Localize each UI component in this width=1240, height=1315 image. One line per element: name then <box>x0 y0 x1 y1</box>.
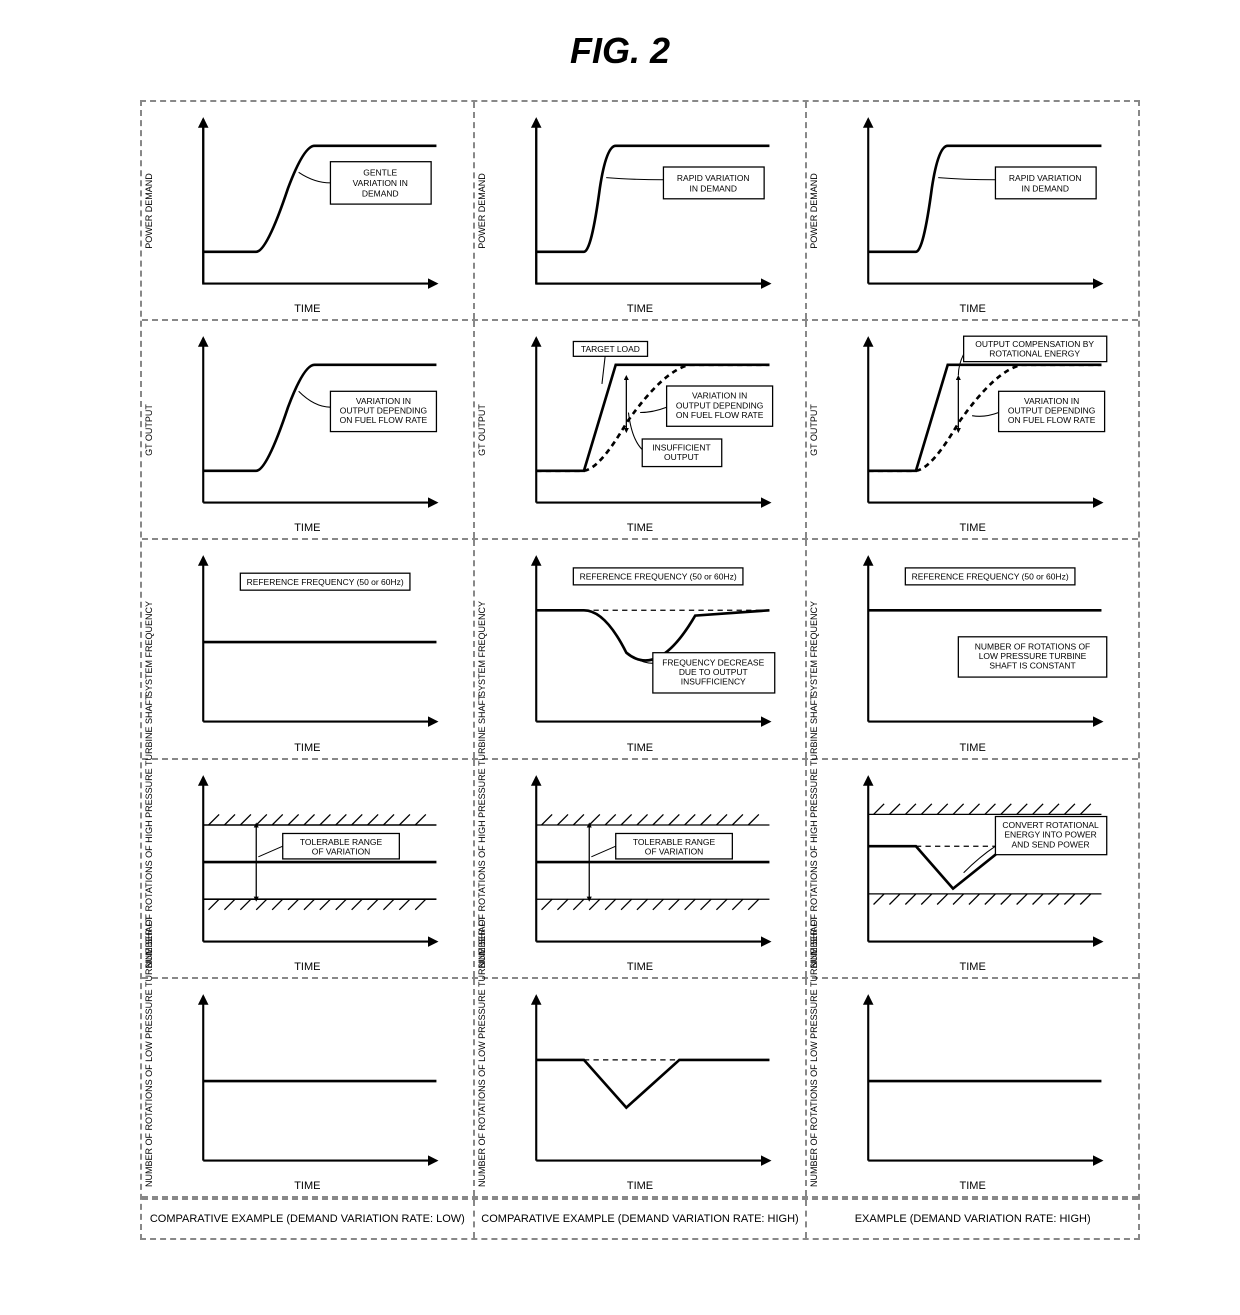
ylabel-r2: GT OUTPUT <box>144 330 154 530</box>
ylabel-r5: NUMBER OF ROTATIONS OF LOW PRESSURE TURB… <box>144 987 154 1187</box>
xlabel: TIME <box>627 1180 653 1192</box>
svg-text:REFERENCE FREQUENCY (50 or 60H: REFERENCE FREQUENCY (50 or 60Hz) <box>579 572 736 582</box>
chart-r5c3 <box>847 991 1123 1171</box>
xlabel: TIME <box>294 303 320 315</box>
caption-row: COMPARATIVE EXAMPLE (DEMAND VARIATION RA… <box>142 1198 1138 1238</box>
xlabel: TIME <box>294 1180 320 1192</box>
xlabel: TIME <box>294 522 320 534</box>
chart-r4c1: TOLERABLE RANGEOF VARIATION <box>182 772 458 952</box>
xlabel: TIME <box>960 1180 986 1192</box>
svg-text:CONVERT ROTATIONALENERGY INTO: CONVERT ROTATIONALENERGY INTO POWERAND S… <box>1003 820 1100 849</box>
cell-r3c1: SYSTEM FREQUENCY REFERENCE FREQUENCY (50… <box>142 540 475 757</box>
svg-text:OUTPUT COMPENSATION BYROTATION: OUTPUT COMPENSATION BYROTATIONAL ENERGY <box>976 339 1095 359</box>
caption-c1: COMPARATIVE EXAMPLE (DEMAND VARIATION RA… <box>142 1200 475 1238</box>
chart-r1c1: GENTLEVARIATION INDEMAND <box>182 114 458 294</box>
ylabel-r1: POWER DEMAND <box>477 111 487 311</box>
caption-c2: COMPARATIVE EXAMPLE (DEMAND VARIATION RA… <box>475 1200 808 1238</box>
ylabel-r1: POWER DEMAND <box>809 111 819 311</box>
xlabel: TIME <box>627 742 653 754</box>
svg-text:REFERENCE FREQUENCY (50 or 60H: REFERENCE FREQUENCY (50 or 60Hz) <box>912 572 1069 582</box>
ylabel-r5: NUMBER OF ROTATIONS OF LOW PRESSURE TURB… <box>477 987 487 1187</box>
chart-r5c2 <box>515 991 791 1171</box>
cell-r3c3: SYSTEM FREQUENCY REFERENCE FREQUENCY (50… <box>807 540 1138 757</box>
xlabel: TIME <box>627 303 653 315</box>
figure-title: FIG. 2 <box>570 30 670 72</box>
xlabel: TIME <box>960 303 986 315</box>
xlabel: TIME <box>627 522 653 534</box>
xlabel: TIME <box>960 961 986 973</box>
cell-r4c1: NUMBER OF ROTATIONS OF HIGH PRESSURE TUR… <box>142 760 475 977</box>
cell-r4c2: NUMBER OF ROTATIONS OF HIGH PRESSURE TUR… <box>475 760 808 977</box>
chart-r3c2: REFERENCE FREQUENCY (50 or 60Hz) FREQUEN… <box>515 552 791 732</box>
chart-r3c1: REFERENCE FREQUENCY (50 or 60Hz) <box>182 552 458 732</box>
cell-r1c3: POWER DEMAND RAPID VARIATIONIN DEMAND TI… <box>807 102 1138 319</box>
svg-text:REFERENCE FREQUENCY (50 or 60H: REFERENCE FREQUENCY (50 or 60Hz) <box>247 577 404 587</box>
cell-r1c2: POWER DEMAND RAPID VARIATIONIN DEMAND TI… <box>475 102 808 319</box>
cell-r2c3: GT OUTPUT OUTPUT COMPENSATION BYROTATION… <box>807 321 1138 538</box>
cell-r2c2: GT OUTPUT TARGET LOAD VARIATION INOUTPUT… <box>475 321 808 538</box>
ylabel-r2: GT OUTPUT <box>477 330 487 530</box>
row-frequency: SYSTEM FREQUENCY REFERENCE FREQUENCY (50… <box>142 540 1138 759</box>
cell-r2c1: GT OUTPUT VARIATION INOUTPUT DEPENDINGON… <box>142 321 475 538</box>
chart-r5c1 <box>182 991 458 1171</box>
chart-r1c3: RAPID VARIATIONIN DEMAND <box>847 114 1123 294</box>
chart-r2c3: OUTPUT COMPENSATION BYROTATIONAL ENERGY … <box>847 333 1123 513</box>
cell-r5c1: NUMBER OF ROTATIONS OF LOW PRESSURE TURB… <box>142 979 475 1196</box>
xlabel: TIME <box>294 742 320 754</box>
row-gt-output: GT OUTPUT VARIATION INOUTPUT DEPENDINGON… <box>142 321 1138 540</box>
row-lp-shaft: NUMBER OF ROTATIONS OF LOW PRESSURE TURB… <box>142 979 1138 1198</box>
cell-r1c1: POWER DEMAND GENTLEVARIATION INDEMAND TI… <box>142 102 475 319</box>
xlabel: TIME <box>627 961 653 973</box>
ylabel-r2: GT OUTPUT <box>809 330 819 530</box>
xlabel: TIME <box>960 522 986 534</box>
chart-grid: POWER DEMAND GENTLEVARIATION INDEMAND TI… <box>140 100 1140 1240</box>
svg-text:TARGET LOAD: TARGET LOAD <box>581 344 640 354</box>
svg-text:TOLERABLE RANGEOF VARIATION: TOLERABLE RANGEOF VARIATION <box>633 837 716 857</box>
chart-r1c2: RAPID VARIATIONIN DEMAND <box>515 114 791 294</box>
cell-r5c3: NUMBER OF ROTATIONS OF LOW PRESSURE TURB… <box>807 979 1138 1196</box>
xlabel: TIME <box>960 742 986 754</box>
svg-text:NUMBER OF ROTATIONS OFLOW PRES: NUMBER OF ROTATIONS OFLOW PRESSURE TURBI… <box>975 642 1090 671</box>
chart-r2c2: TARGET LOAD VARIATION INOUTPUT DEPENDING… <box>515 333 791 513</box>
chart-r3c3: REFERENCE FREQUENCY (50 or 60Hz) NUMBER … <box>847 552 1123 732</box>
cell-r5c2: NUMBER OF ROTATIONS OF LOW PRESSURE TURB… <box>475 979 808 1196</box>
chart-r4c2: TOLERABLE RANGEOF VARIATION <box>515 772 791 952</box>
chart-r2c1: VARIATION INOUTPUT DEPENDINGON FUEL FLOW… <box>182 333 458 513</box>
ylabel-r1: POWER DEMAND <box>144 111 154 311</box>
caption-c3: EXAMPLE (DEMAND VARIATION RATE: HIGH) <box>807 1200 1138 1238</box>
ylabel-r5: NUMBER OF ROTATIONS OF LOW PRESSURE TURB… <box>809 987 819 1187</box>
row-power-demand: POWER DEMAND GENTLEVARIATION INDEMAND TI… <box>142 102 1138 321</box>
svg-text:TOLERABLE RANGEOF VARIATION: TOLERABLE RANGEOF VARIATION <box>300 837 383 857</box>
xlabel: TIME <box>294 961 320 973</box>
chart-r4c3: CONVERT ROTATIONALENERGY INTO POWERAND S… <box>847 772 1123 952</box>
row-hp-shaft: NUMBER OF ROTATIONS OF HIGH PRESSURE TUR… <box>142 760 1138 979</box>
cell-r4c3: NUMBER OF ROTATIONS OF HIGH PRESSURE TUR… <box>807 760 1138 977</box>
cell-r3c2: SYSTEM FREQUENCY REFERENCE FREQUENCY (50… <box>475 540 808 757</box>
